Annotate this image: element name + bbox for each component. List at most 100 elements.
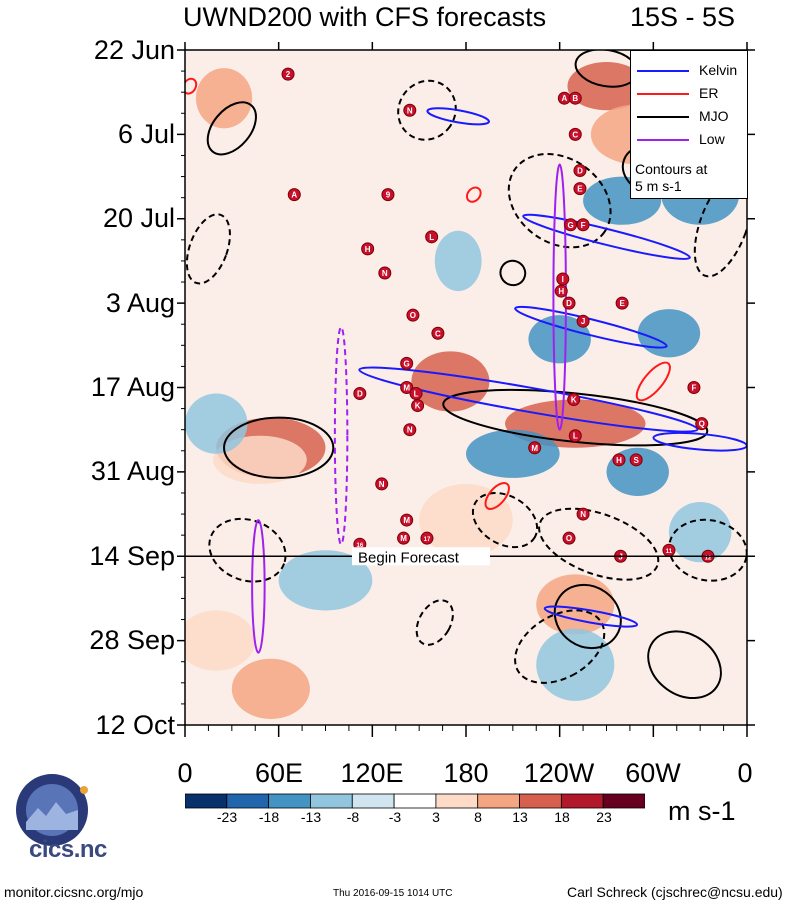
colorbar-swatch (268, 793, 311, 809)
storm-marker-symbol (687, 381, 701, 394)
colorbar-swatch (435, 793, 479, 809)
legend-item-er: ER (631, 84, 747, 104)
y-tick-label: 6 Jul (117, 119, 175, 149)
wind-anomaly-patch (185, 393, 248, 454)
mjo-contour (397, 79, 457, 141)
storm-marker-symbol (695, 417, 709, 431)
er-contour (185, 77, 198, 95)
storm-marker-label: D (357, 390, 363, 399)
plot-frame (184, 49, 748, 726)
storm-marker-label: 17 (424, 537, 431, 543)
wind-anomaly-patch (528, 315, 591, 364)
kelvin-contour (522, 213, 691, 260)
storm-marker-symbol (576, 507, 590, 521)
storm-marker-label: J (581, 317, 585, 326)
legend-label-er: ER (699, 85, 719, 101)
storm-marker-symbol (381, 188, 395, 202)
colorbar-tick-label: -8 (346, 809, 360, 825)
colorbar-swatch (393, 793, 437, 809)
storm-marker: J (576, 314, 590, 328)
er-contour (484, 482, 510, 510)
x-tick-label: 180 (443, 758, 489, 788)
colorbar-tick-label: -13 (300, 809, 322, 825)
storm-marker: D (573, 164, 587, 178)
storm-marker-label: N (382, 269, 388, 278)
storm-marker-label: H (616, 456, 622, 465)
mjo-contour (647, 630, 722, 700)
storm-marker: L (568, 429, 582, 443)
storm-marker-symbol (629, 453, 643, 467)
x-tick-label: 60W (625, 758, 681, 788)
storm-marker: I (556, 272, 570, 286)
legend-note-line2: 5 m s-1 (635, 178, 682, 194)
colorbar-tick-label: 18 (554, 809, 570, 825)
colorbar-swatch (351, 793, 395, 809)
storm-marker: O (406, 308, 420, 322)
wind-anomaly-patch (668, 502, 732, 563)
storm-marker-symbol (554, 284, 568, 298)
storm-marker-label: 2 (286, 70, 291, 79)
storm-marker: H (554, 284, 568, 298)
x-tick-label: 120E (340, 758, 404, 788)
wind-anomaly-patch (465, 429, 560, 478)
mjo-contour (223, 416, 335, 479)
forecast-label: Begin Forecast (358, 549, 460, 566)
wind-anomaly-patch (213, 435, 307, 484)
wind-anomaly-patch (536, 628, 615, 701)
storm-marker-symbol (420, 531, 434, 545)
storm-marker-label: N (407, 426, 413, 435)
storm-marker-symbol (397, 531, 411, 545)
y-tick-label: 12 Oct (95, 710, 175, 740)
colorbar-tick-label: 13 (512, 809, 528, 825)
storm-marker: K (567, 393, 581, 407)
colorbar-units: m s-1 (668, 796, 736, 826)
legend: Kelvin ER MJO Low Contours at 5 m s-1 (630, 50, 748, 199)
wind-anomaly-patch (231, 658, 310, 719)
storm-marker: M (400, 513, 414, 527)
storm-marker: N (576, 507, 590, 521)
storm-marker-symbol (615, 296, 629, 310)
mjo-contour (507, 153, 612, 249)
footer-author: Carl Schreck (cjschrec@ncsu.edu) (567, 884, 783, 900)
mjo-contour (185, 213, 231, 285)
mjo-contour (208, 517, 287, 583)
mjo-contour (471, 492, 539, 549)
storm-marker-symbol (375, 477, 389, 491)
storm-marker: E (573, 182, 587, 196)
x-tick-label: 120W (523, 758, 595, 788)
storm-marker-symbol (576, 218, 590, 232)
storm-marker-symbol (568, 429, 582, 443)
colorbar-tick-label: -18 (258, 809, 280, 825)
x-tick-label: 60E (254, 758, 304, 788)
storm-marker-label: L (573, 432, 578, 441)
colorbar-swatch (602, 793, 645, 809)
wind-anomaly-patch (637, 309, 701, 358)
y-tick-label: 22 Jun (93, 35, 175, 65)
storm-marker-label: S (633, 456, 639, 465)
logo-text: cics.nc (29, 836, 107, 863)
footer-timestamp: Thu 2016-09-15 1014 UTC (333, 888, 453, 899)
mjo-contour (499, 259, 527, 287)
mjo-contour (538, 507, 660, 581)
storm-marker-label: C (572, 130, 578, 139)
storm-marker-label: O (566, 534, 572, 543)
storm-marker: A (557, 91, 571, 105)
footer-url[interactable]: monitor.cicsnc.org/mjo (4, 884, 144, 900)
storm-marker-symbol (562, 296, 576, 310)
storm-marker-symbol (562, 531, 576, 545)
legend-label-mjo: MJO (699, 108, 729, 124)
colorbar-tick-label: -3 (388, 809, 402, 825)
storm-marker: F (687, 381, 701, 394)
storm-marker: 17 (420, 531, 434, 545)
storm-marker-symbol (400, 356, 414, 370)
storm-marker-symbol (287, 188, 301, 202)
storm-marker-symbol (568, 127, 582, 141)
storm-marker: L (409, 387, 423, 401)
storm-marker-label: D (566, 299, 572, 308)
storm-marker: L (425, 230, 439, 244)
storm-marker-label: K (415, 402, 421, 411)
storm-marker: M (528, 441, 542, 455)
storm-marker: M (400, 381, 414, 394)
storm-marker: S (629, 453, 643, 467)
storm-marker: A (287, 188, 301, 202)
